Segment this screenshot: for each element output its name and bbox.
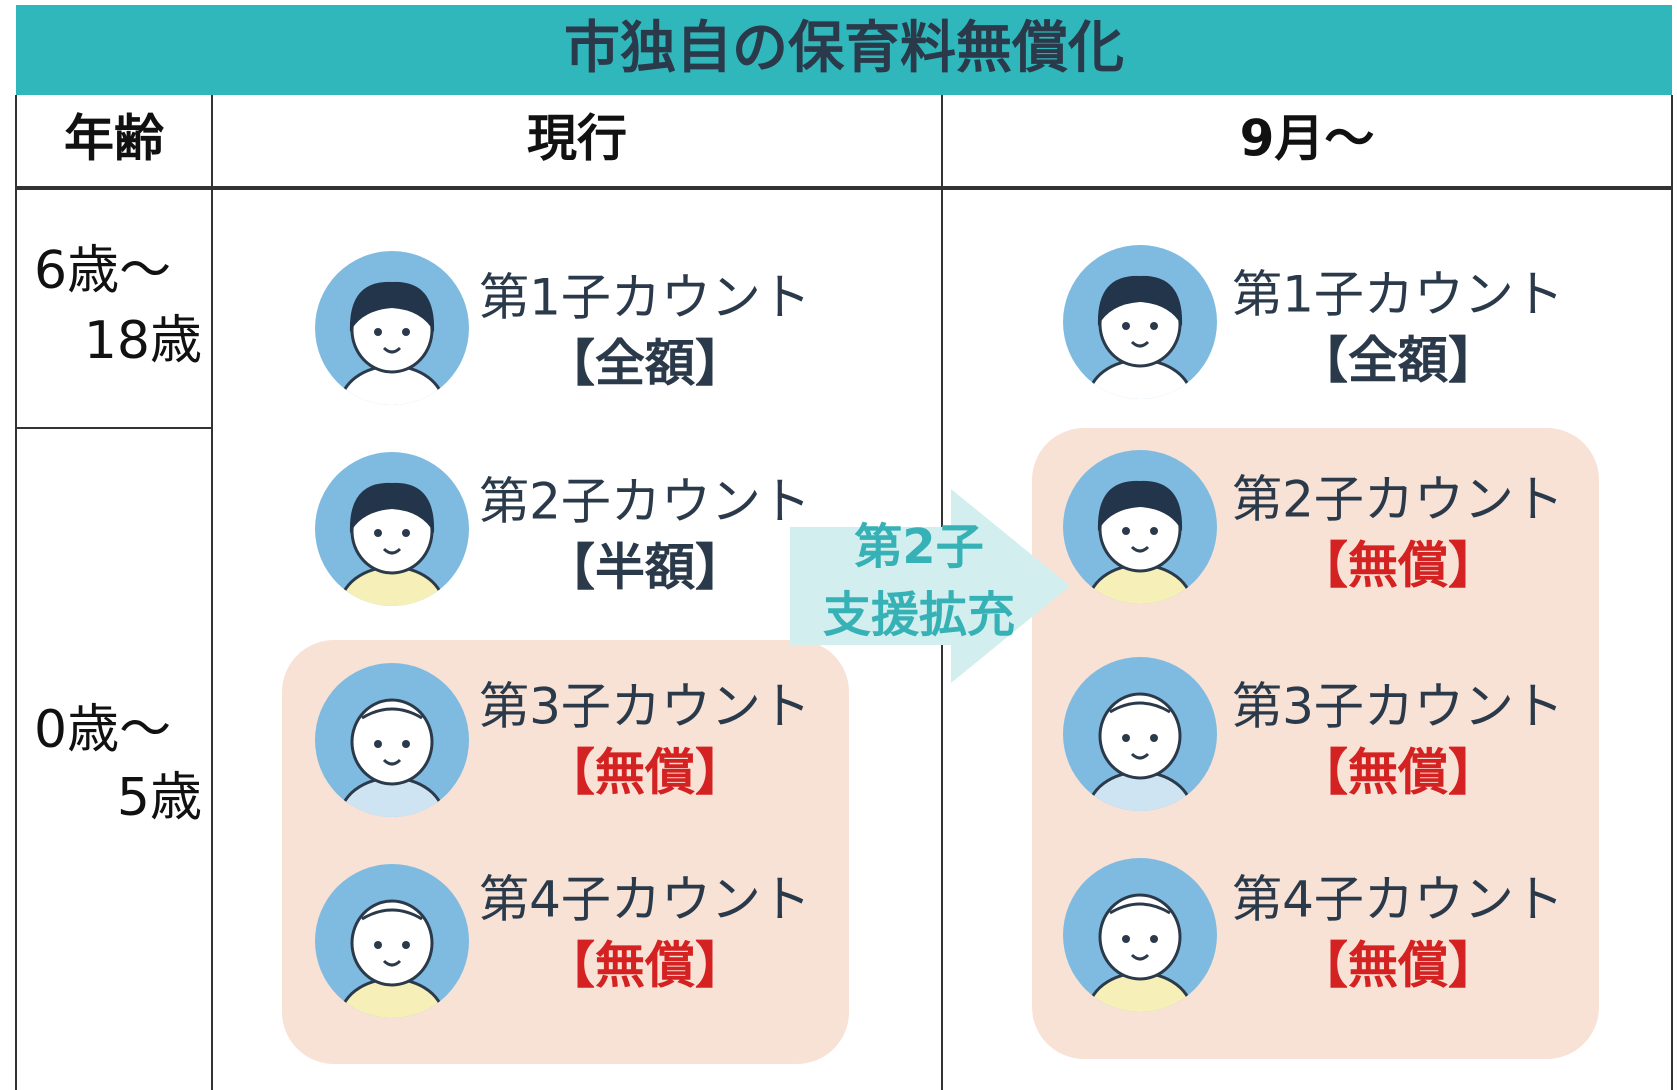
face	[1098, 692, 1182, 780]
avatar	[315, 452, 469, 606]
eye	[1150, 734, 1158, 742]
avatar-figure	[1086, 480, 1194, 604]
face	[350, 698, 434, 786]
avatar-figure	[338, 899, 446, 1018]
arrow	[790, 489, 1070, 683]
eye	[1122, 322, 1130, 330]
eye	[1150, 527, 1158, 535]
avatar	[1063, 858, 1217, 1012]
child-label: 第3子カウント	[479, 678, 811, 736]
avatar-figure	[1086, 893, 1194, 1012]
mouth	[382, 346, 402, 354]
child-amount: 【無償】	[545, 744, 745, 802]
eye	[374, 941, 382, 949]
child-label: 第3子カウント	[1232, 678, 1564, 736]
eye	[1122, 935, 1130, 943]
child-label: 第1子カウント	[1232, 266, 1564, 324]
avatar	[315, 864, 469, 1018]
avatar	[1063, 450, 1217, 604]
eye	[1122, 734, 1130, 742]
child-amount: 【全額】	[1298, 332, 1498, 390]
child-amount: 【全額】	[545, 335, 745, 393]
mouth	[1130, 953, 1150, 961]
mouth	[382, 959, 402, 967]
eye	[1122, 527, 1130, 535]
mouth	[1130, 545, 1150, 553]
avatar	[315, 251, 469, 405]
age-label: 5歳	[117, 768, 202, 828]
child-amount: 【無償】	[1298, 744, 1498, 802]
title-bar	[16, 5, 1672, 95]
child-amount: 【無償】	[1298, 537, 1498, 595]
hair	[361, 908, 423, 921]
hair	[349, 281, 435, 332]
age-label: 0歳～	[34, 700, 171, 760]
title: 市独自の保育料無償化	[564, 16, 1124, 81]
mouth	[1130, 752, 1150, 760]
hair	[361, 707, 423, 720]
child-label: 第4子カウント	[1232, 871, 1564, 929]
arrow-label: 支援拡充	[823, 587, 1015, 643]
avatar-figure	[338, 698, 446, 817]
child-amount: 【無償】	[1298, 937, 1498, 995]
eye	[402, 740, 410, 748]
mouth	[1130, 340, 1150, 348]
child-amount: 【無償】	[545, 937, 745, 995]
avatar-figure	[338, 281, 446, 405]
eye	[402, 941, 410, 949]
mouth	[382, 547, 402, 555]
body	[338, 565, 446, 606]
hair	[1109, 701, 1171, 714]
children: 第1子カウント【全額】第2子カウント【半額】第3子カウント【無償】第4子カウント…	[315, 245, 1564, 1018]
age-label: 6歳～	[34, 241, 171, 301]
eye	[1150, 935, 1158, 943]
column-header: 現行	[527, 110, 627, 168]
child-label: 第4子カウント	[479, 871, 811, 929]
avatar-figure	[1086, 275, 1194, 399]
hair	[1109, 902, 1171, 915]
eye	[374, 328, 382, 336]
hair	[1097, 480, 1183, 531]
hair	[1097, 275, 1183, 326]
face	[350, 899, 434, 987]
column-header: 9月～	[1240, 110, 1375, 168]
child-label: 第2子カウント	[479, 473, 811, 531]
age-label: 18歳	[84, 311, 202, 371]
mouth	[382, 758, 402, 766]
child-label: 第1子カウント	[479, 269, 811, 327]
face	[1098, 893, 1182, 981]
avatar-figure	[338, 482, 446, 606]
avatar-figure	[1086, 692, 1194, 811]
child-amount: 【半額】	[545, 539, 745, 597]
hair	[349, 482, 435, 533]
avatar	[315, 663, 469, 817]
column-header: 年齢	[64, 110, 164, 168]
avatar	[1063, 245, 1217, 399]
eye	[402, 529, 410, 537]
eye	[374, 740, 382, 748]
eye	[374, 529, 382, 537]
child-label: 第2子カウント	[1232, 471, 1564, 529]
eye	[1150, 322, 1158, 330]
body	[338, 364, 446, 405]
eye	[402, 328, 410, 336]
arrow-label: 第2子	[854, 519, 983, 575]
avatar	[1063, 657, 1217, 811]
